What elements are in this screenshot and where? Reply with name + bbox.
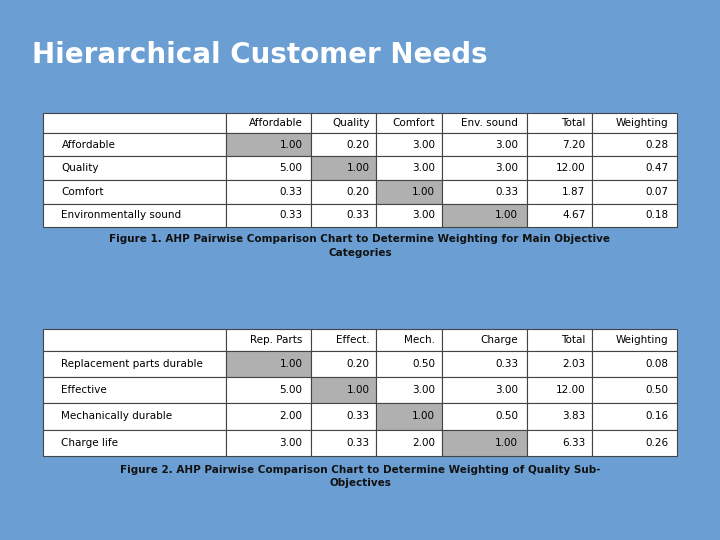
Text: Hierarchical Customer Needs: Hierarchical Customer Needs	[32, 41, 488, 69]
Text: Figure 2. AHP Pairwise Comparison Chart to Determine Weighting of Quality Sub-
O: Figure 2. AHP Pairwise Comparison Chart …	[120, 465, 600, 488]
Text: Figure 1. AHP Pairwise Comparison Chart to Determine Weighting for Main Objectiv: Figure 1. AHP Pairwise Comparison Chart …	[109, 234, 611, 258]
